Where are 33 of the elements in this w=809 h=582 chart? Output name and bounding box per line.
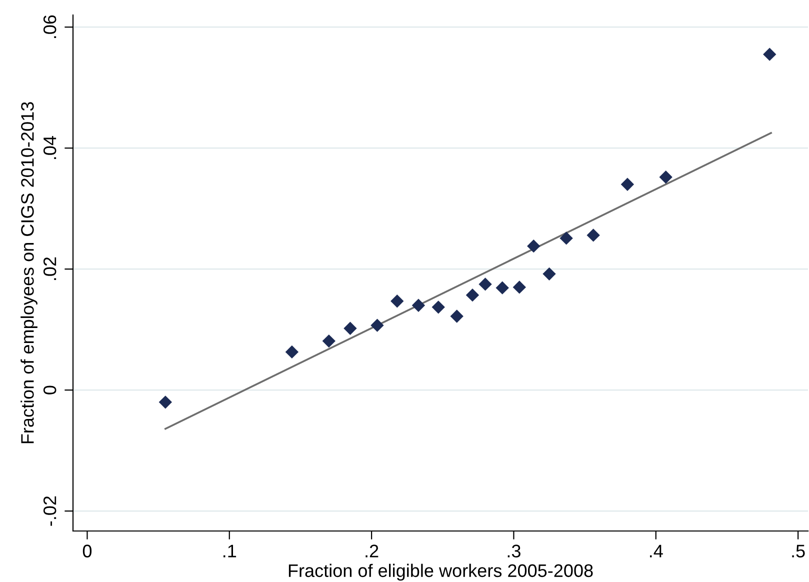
point xyxy=(450,310,464,323)
x-tick-label: .2 xyxy=(366,544,378,558)
point xyxy=(390,294,404,308)
x-tick-label: .3 xyxy=(508,544,520,558)
point xyxy=(620,178,634,191)
y-tick-label: 0 xyxy=(43,386,56,394)
y-tick-label: .04 xyxy=(43,136,56,159)
point xyxy=(496,281,509,294)
point xyxy=(512,280,526,294)
point xyxy=(322,334,336,348)
x-tick-label: .1 xyxy=(224,544,236,558)
point xyxy=(478,278,492,291)
point xyxy=(285,345,299,359)
point xyxy=(344,322,357,335)
point xyxy=(466,288,480,302)
point xyxy=(560,232,573,245)
x-axis-title: Fraction of eligible workers 2005-2008 xyxy=(288,564,593,581)
point xyxy=(527,239,540,253)
y-tick-label: .02 xyxy=(43,257,56,280)
point xyxy=(370,318,384,332)
point xyxy=(412,298,426,312)
y-tick-label: .06 xyxy=(43,15,56,38)
point xyxy=(763,48,776,61)
point xyxy=(158,396,172,409)
point xyxy=(542,267,556,280)
point xyxy=(659,170,672,184)
x-tick-label: .4 xyxy=(650,544,663,558)
x-tick-label: 0 xyxy=(82,544,92,558)
point xyxy=(586,228,600,242)
point xyxy=(432,300,445,314)
y-axis-title: Fraction of employees on CIGS 2010-2013 xyxy=(20,102,38,444)
y-tick-label: -.02 xyxy=(43,496,56,526)
x-tick-label: .5 xyxy=(792,544,805,558)
